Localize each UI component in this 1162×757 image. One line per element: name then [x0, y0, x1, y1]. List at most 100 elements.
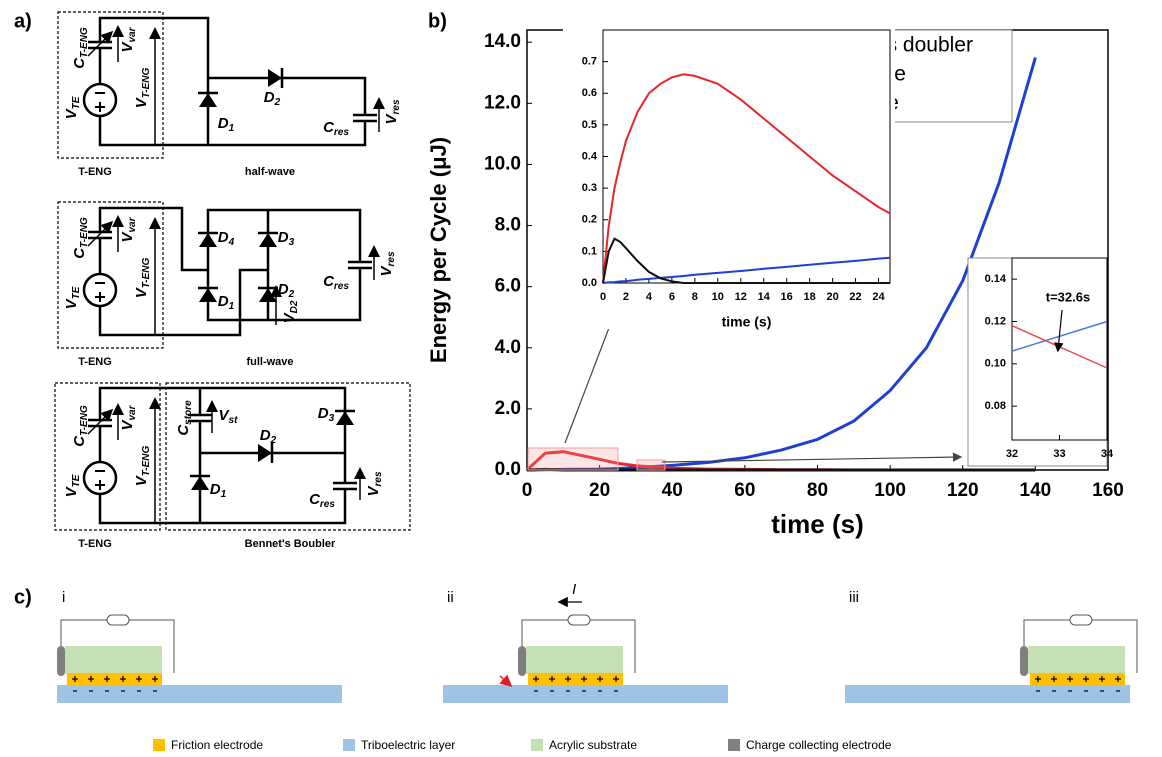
series-line — [602, 237, 890, 284]
acrylic-substrate — [1028, 646, 1125, 674]
x-tick-label: 60 — [734, 480, 755, 501]
legend-swatch — [343, 739, 355, 751]
current-label: I — [572, 581, 576, 598]
component-label: CT-ENG — [71, 217, 90, 259]
triboelectric-layer — [443, 685, 728, 703]
x-axis-title: time (s) — [722, 314, 772, 330]
x-tick-label: 24 — [872, 291, 885, 303]
component-label: Vvar — [119, 216, 138, 242]
label-main: V — [63, 107, 80, 119]
label-sub: res — [334, 281, 349, 292]
label-main: V — [133, 96, 150, 108]
wire — [98, 16, 367, 147]
diode — [333, 409, 357, 427]
y-tick-label: 0.10 — [985, 358, 1006, 370]
doubler-box — [165, 382, 411, 531]
charge-electrode — [57, 646, 65, 676]
charge-electrode — [1020, 646, 1028, 676]
acrylic-substrate — [65, 646, 162, 674]
y-tick-label: 0.08 — [985, 400, 1006, 412]
component-label: D2 — [278, 281, 295, 300]
circuit-wire — [1023, 619, 1138, 673]
legend-swatch — [153, 739, 165, 751]
step-label: ii — [447, 589, 454, 606]
x-tick-label: 0 — [522, 480, 533, 501]
component-label: VT-ENG — [133, 445, 152, 486]
label-sub: T-ENG — [79, 405, 90, 436]
legend-label: Triboelectric layer — [361, 738, 455, 752]
label-sub: 1 — [221, 489, 227, 500]
zoom-box — [527, 447, 619, 471]
step-label: iii — [849, 589, 859, 606]
friction-electrode — [67, 673, 162, 686]
circuit-caption: half-wave — [245, 166, 295, 178]
label-sub: D2 — [289, 300, 300, 313]
label-sub: TE — [71, 96, 82, 109]
x-tick-label: 33 — [1053, 448, 1065, 460]
legend-swatch — [728, 739, 740, 751]
y-tick-label: 8.0 — [495, 215, 521, 236]
label-sub: var — [127, 26, 138, 42]
capacitor — [345, 259, 375, 271]
label-main: D — [218, 115, 229, 132]
circuit-wire — [521, 619, 636, 673]
label-sub: T-ENG — [141, 67, 152, 98]
x-tick-label: 80 — [807, 480, 828, 501]
label-main: V — [119, 231, 136, 243]
diode — [266, 66, 284, 90]
component-label: VTE — [63, 96, 82, 119]
y-tick-label: 0.2 — [582, 214, 597, 226]
label-main: V — [133, 474, 150, 486]
acrylic-substrate — [526, 646, 623, 674]
label-main: C — [71, 247, 88, 259]
y-tick-label: 0.5 — [582, 119, 597, 131]
source-caption: T-ENG — [78, 356, 112, 368]
positive-charge — [72, 676, 78, 682]
capacitor — [350, 112, 380, 124]
label-sub: res — [320, 499, 335, 510]
label-main: D — [278, 281, 289, 298]
series-line — [602, 256, 891, 284]
positive-charge — [549, 676, 555, 682]
x-tick-label: 0 — [600, 291, 606, 303]
label-sub: res — [386, 251, 397, 266]
component-label: VTE — [63, 286, 82, 309]
circuit-caption: Bennet's Boubler — [245, 538, 336, 550]
label-sub: 1 — [229, 123, 235, 134]
resistor — [567, 614, 591, 626]
label-main: C — [71, 435, 88, 447]
teng-box — [57, 11, 164, 159]
x-tick-label: 14 — [758, 291, 771, 303]
x-tick-label: 100 — [874, 480, 906, 501]
component-label: VT-ENG — [133, 257, 152, 298]
positive-charge — [120, 676, 126, 682]
resistor — [106, 614, 130, 626]
y-tick-label: 0.3 — [582, 182, 597, 194]
label-sub: res — [373, 471, 384, 486]
y-tick-label: 0.12 — [985, 315, 1006, 327]
component-label: Vres — [365, 471, 384, 496]
diode — [256, 231, 280, 249]
annotation-arrow — [1053, 309, 1064, 353]
triboelectric-layer — [845, 685, 1130, 703]
label-sub: 2 — [288, 289, 295, 300]
source — [82, 82, 118, 118]
panel-label: c) — [14, 586, 32, 608]
y-tick-label: 0.0 — [495, 459, 521, 480]
component-label: Vres — [383, 99, 402, 124]
triboelectric-layer — [57, 685, 342, 703]
label-sub: st — [229, 415, 239, 426]
zoom-box — [636, 459, 666, 471]
x-tick-label: 32 — [1006, 448, 1018, 460]
label-main: V — [378, 265, 395, 277]
component-label: Cres — [323, 273, 349, 292]
positive-charge — [1067, 676, 1073, 682]
label-main: D — [260, 427, 271, 444]
y-tick-label: 0.7 — [582, 56, 597, 68]
zoom-arrow — [661, 452, 963, 463]
component-label: D2 — [264, 89, 281, 108]
component-label: Cstore — [175, 400, 194, 436]
